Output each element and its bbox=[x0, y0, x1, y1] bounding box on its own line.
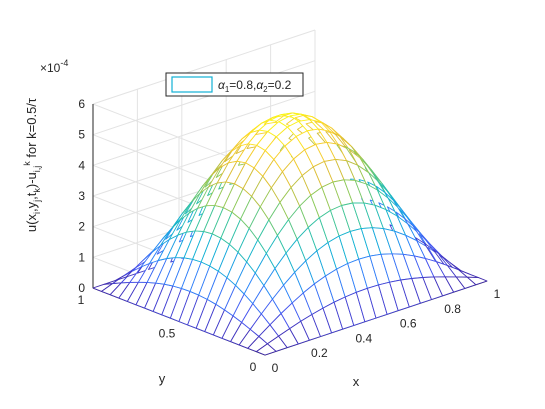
z-tick-label: 5 bbox=[78, 128, 85, 142]
wall-gridline bbox=[92, 29, 316, 105]
x-tick-label: 0.4 bbox=[355, 331, 372, 345]
surface-mesh bbox=[92, 112, 488, 356]
z-axis-label: u(xi,yj,tk)-ui,jk for k=0.5/τ bbox=[22, 97, 42, 232]
x-tick-label: 0.2 bbox=[311, 346, 328, 360]
wall-gridline bbox=[92, 90, 316, 166]
surface-cell bbox=[466, 276, 488, 286]
x-tick-label: 0 bbox=[272, 361, 279, 375]
x-axis-label: x bbox=[353, 374, 360, 389]
y-tick-label: 0.5 bbox=[159, 327, 176, 341]
legend-swatch bbox=[171, 76, 213, 93]
z-tick-label: 3 bbox=[78, 189, 85, 203]
z-tick-label: 4 bbox=[78, 158, 85, 172]
y-tick-label: 0 bbox=[250, 360, 257, 374]
x-tick-label: 1 bbox=[494, 287, 501, 301]
legend-entry-label: α1=0.8,α2=0.2 bbox=[218, 78, 292, 94]
legend-box bbox=[165, 72, 304, 97]
x-tick-label: 0.6 bbox=[400, 317, 417, 331]
z-tick-label: 0 bbox=[78, 281, 85, 295]
z-exponent-label: ×10-4 bbox=[40, 58, 68, 75]
z-tick-label: 1 bbox=[78, 250, 85, 264]
z-tick-label: 6 bbox=[78, 97, 85, 111]
y-axis-label: y bbox=[159, 371, 166, 386]
z-tick-label: 2 bbox=[78, 220, 85, 234]
y-tick-label: 1 bbox=[78, 293, 85, 307]
legend: α1=0.8,α2=0.2 bbox=[165, 72, 304, 97]
x-tick-label: 0.8 bbox=[444, 302, 461, 316]
